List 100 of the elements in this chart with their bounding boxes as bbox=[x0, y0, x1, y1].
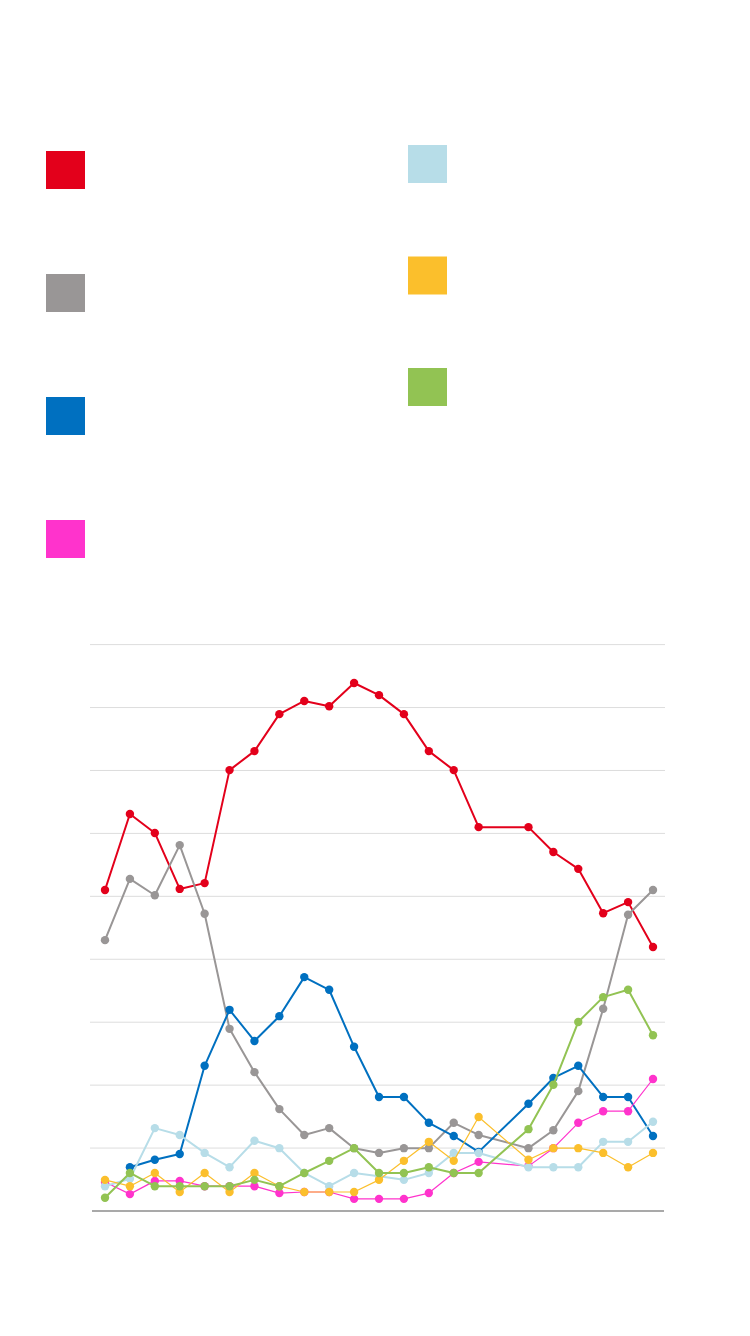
point bbox=[225, 1162, 234, 1172]
point bbox=[150, 891, 160, 900]
point bbox=[175, 1149, 184, 1159]
point bbox=[648, 885, 658, 895]
point bbox=[549, 847, 558, 857]
point bbox=[399, 1156, 409, 1166]
point bbox=[250, 1136, 259, 1145]
point bbox=[275, 1188, 284, 1198]
point bbox=[424, 1188, 434, 1198]
point bbox=[648, 1148, 658, 1158]
point bbox=[574, 1086, 583, 1096]
point bbox=[574, 1061, 583, 1070]
point bbox=[349, 678, 359, 688]
point bbox=[150, 1155, 160, 1164]
point bbox=[449, 1156, 458, 1166]
point bbox=[225, 765, 234, 775]
point bbox=[300, 1130, 309, 1140]
point bbox=[549, 1162, 558, 1172]
point bbox=[399, 1194, 409, 1204]
point bbox=[574, 1162, 583, 1172]
point bbox=[474, 1112, 483, 1122]
point bbox=[175, 1130, 184, 1140]
point bbox=[250, 1036, 259, 1046]
point bbox=[250, 1175, 259, 1185]
point bbox=[275, 1104, 284, 1114]
point bbox=[399, 1092, 409, 1102]
point bbox=[648, 1131, 658, 1141]
point bbox=[300, 972, 309, 982]
point bbox=[449, 1118, 458, 1128]
point bbox=[424, 1118, 434, 1128]
point bbox=[200, 1168, 209, 1178]
point bbox=[125, 1181, 135, 1191]
point bbox=[598, 992, 608, 1002]
point bbox=[623, 985, 633, 994]
point bbox=[449, 1148, 458, 1158]
point bbox=[275, 1011, 284, 1021]
point bbox=[150, 1168, 160, 1178]
point bbox=[374, 1092, 384, 1102]
point bbox=[374, 690, 384, 700]
point bbox=[474, 1130, 483, 1140]
point bbox=[549, 1080, 558, 1090]
point bbox=[200, 1061, 209, 1070]
point bbox=[125, 1168, 135, 1178]
point bbox=[125, 874, 135, 884]
point bbox=[324, 702, 334, 711]
point bbox=[524, 1099, 533, 1109]
point bbox=[474, 1157, 483, 1167]
point bbox=[175, 840, 184, 850]
point bbox=[300, 696, 309, 706]
point bbox=[648, 942, 658, 952]
point bbox=[574, 1143, 583, 1153]
point bbox=[524, 822, 533, 832]
point bbox=[474, 1168, 483, 1178]
point bbox=[100, 935, 110, 945]
point bbox=[150, 828, 160, 838]
point bbox=[574, 1118, 583, 1128]
point bbox=[200, 1148, 209, 1158]
point bbox=[449, 765, 458, 775]
point bbox=[150, 1123, 160, 1133]
point bbox=[524, 1155, 533, 1164]
point bbox=[623, 1137, 633, 1147]
point bbox=[275, 709, 284, 719]
point bbox=[574, 864, 583, 874]
point bbox=[549, 1126, 558, 1135]
point bbox=[598, 1137, 608, 1147]
point bbox=[200, 878, 209, 888]
point bbox=[150, 1181, 160, 1191]
point bbox=[424, 746, 434, 756]
point bbox=[574, 1017, 583, 1027]
point bbox=[598, 1148, 608, 1158]
point bbox=[524, 1124, 533, 1134]
point bbox=[324, 1156, 334, 1166]
point bbox=[399, 1143, 409, 1153]
point bbox=[349, 1168, 359, 1178]
point bbox=[250, 1168, 259, 1178]
point bbox=[598, 1004, 608, 1013]
point bbox=[250, 746, 259, 756]
point bbox=[225, 1024, 234, 1034]
point bbox=[524, 1143, 533, 1153]
point bbox=[200, 909, 209, 918]
point bbox=[623, 1107, 633, 1116]
point bbox=[623, 910, 633, 919]
point bbox=[100, 885, 110, 895]
point bbox=[349, 1187, 359, 1197]
point bbox=[349, 1042, 359, 1051]
point bbox=[374, 1148, 384, 1158]
point bbox=[598, 1092, 608, 1102]
point bbox=[623, 897, 633, 907]
point bbox=[648, 1030, 658, 1040]
point bbox=[424, 1137, 434, 1147]
point bbox=[225, 1005, 234, 1015]
point bbox=[125, 809, 135, 819]
point bbox=[175, 1181, 184, 1191]
point bbox=[324, 1123, 334, 1133]
point bbox=[175, 884, 184, 894]
point bbox=[623, 1162, 633, 1172]
point bbox=[100, 1193, 110, 1202]
point bbox=[598, 1107, 608, 1116]
point bbox=[598, 909, 608, 918]
point bbox=[623, 1092, 633, 1102]
